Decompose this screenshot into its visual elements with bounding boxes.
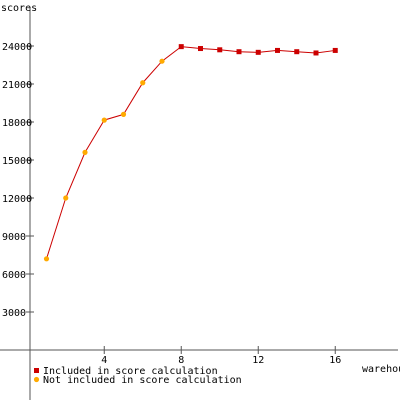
data-point-excluded bbox=[43, 256, 50, 262]
y-tick-label: 24000 bbox=[2, 42, 32, 53]
x-axis-title: warehouses bbox=[362, 364, 400, 375]
data-point-included bbox=[294, 49, 300, 55]
legend-label: Included in score calculation bbox=[43, 366, 218, 377]
y-tick-label: 12000 bbox=[2, 194, 32, 205]
data-point-included bbox=[275, 47, 280, 53]
y-tick-label: 9000 bbox=[2, 232, 26, 243]
x-tick-label: 16 bbox=[329, 355, 341, 366]
data-point-included bbox=[255, 49, 261, 55]
y-tick-label: 6000 bbox=[2, 270, 26, 281]
axes bbox=[0, 8, 398, 400]
data-point-excluded bbox=[63, 195, 69, 201]
y-axis-title: scores bbox=[1, 3, 37, 14]
x-tick-label: 8 bbox=[178, 355, 184, 366]
data-point-included bbox=[198, 46, 203, 52]
series-line bbox=[46, 46, 336, 259]
data-point-excluded bbox=[159, 58, 165, 64]
x-tick-label: 4 bbox=[101, 355, 107, 366]
ticks: 3000 6000 9000 12000 15000 18000 21000 24000 4 8 1… bbox=[2, 42, 341, 366]
data-point-included bbox=[217, 47, 223, 53]
legend-label: Not included in score calculation bbox=[43, 375, 242, 386]
data-point-included bbox=[178, 44, 184, 50]
data-point-included bbox=[313, 50, 319, 56]
y-tick-label: 15000 bbox=[2, 156, 32, 167]
y-tick-label: 3000 bbox=[2, 308, 26, 319]
data-point-included bbox=[236, 49, 242, 55]
data-point-excluded bbox=[120, 111, 127, 117]
data-point-included bbox=[332, 47, 338, 53]
y-tick-label: 18000 bbox=[2, 118, 32, 129]
data-point-excluded bbox=[140, 80, 146, 86]
markers bbox=[43, 44, 338, 262]
legend-swatch-excluded bbox=[33, 376, 40, 383]
x-tick-label: 12 bbox=[252, 355, 264, 366]
data-point-excluded bbox=[101, 117, 107, 123]
data-point-excluded bbox=[82, 149, 88, 155]
y-tick-label: 21000 bbox=[2, 80, 32, 91]
score-line bbox=[46, 46, 336, 259]
legend-swatch-included bbox=[34, 368, 39, 373]
